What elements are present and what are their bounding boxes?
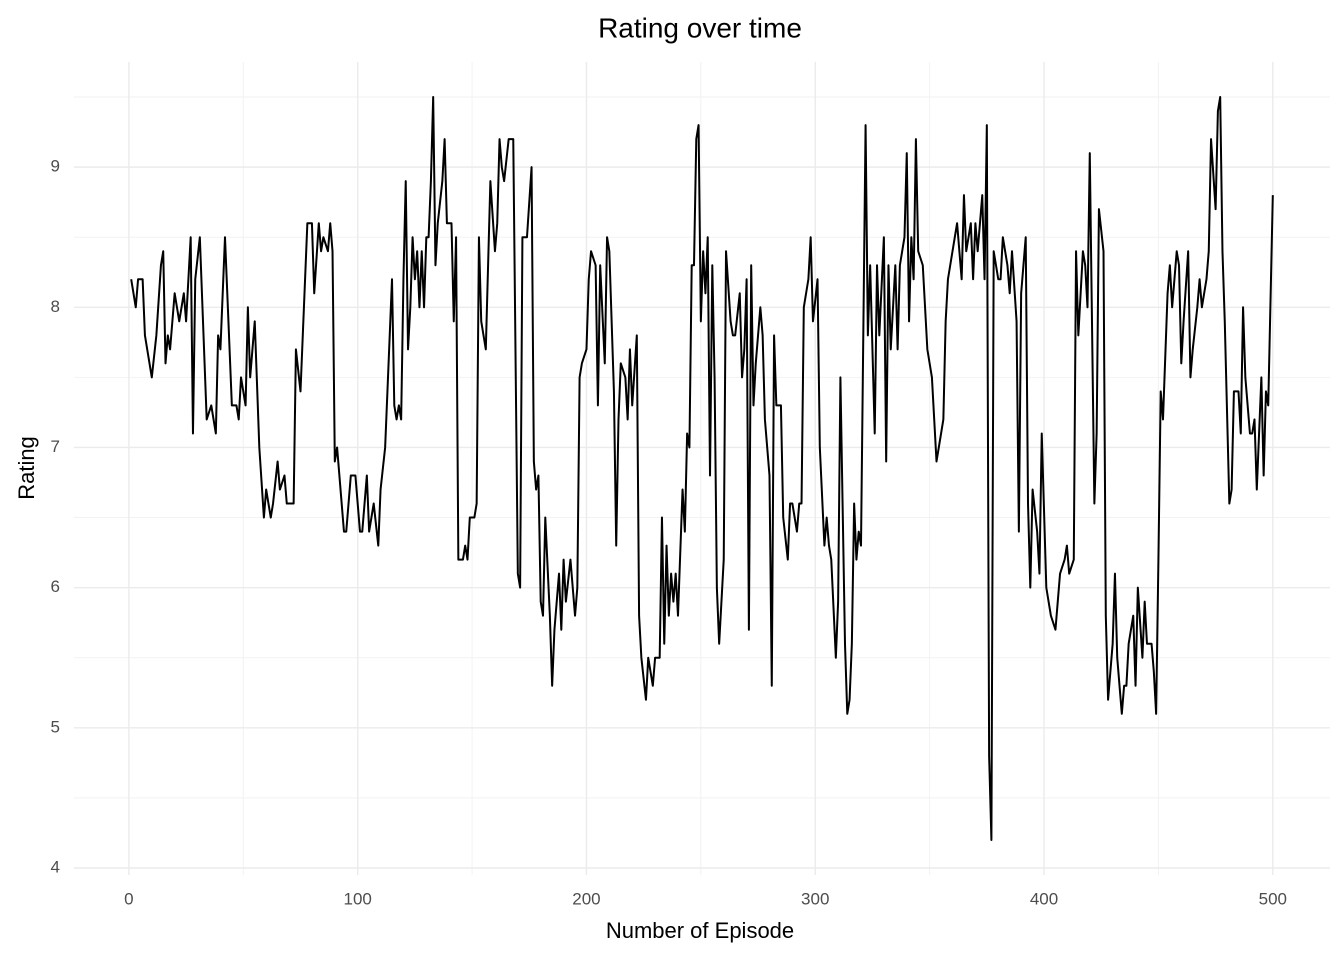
plot-area [130, 96, 1274, 841]
x-tick-label: 300 [801, 889, 829, 908]
data-line [130, 96, 1274, 841]
y-axis-title: Rating [14, 436, 39, 500]
x-tick-label: 200 [572, 889, 600, 908]
x-tick-label: 0 [124, 889, 133, 908]
x-tick-label: 400 [1030, 889, 1058, 908]
y-tick-label: 4 [51, 857, 60, 876]
y-tick-label: 6 [51, 577, 60, 596]
y-tick-label: 8 [51, 297, 60, 316]
y-tick-label: 9 [51, 157, 60, 176]
x-axis-title: Number of Episode [606, 918, 794, 943]
x-tick-label: 100 [343, 889, 371, 908]
y-tick-label: 7 [51, 437, 60, 456]
y-tick-label: 5 [51, 717, 60, 736]
grid [74, 62, 1330, 875]
chart-title: Rating over time [598, 12, 802, 43]
x-tick-label: 500 [1259, 889, 1287, 908]
